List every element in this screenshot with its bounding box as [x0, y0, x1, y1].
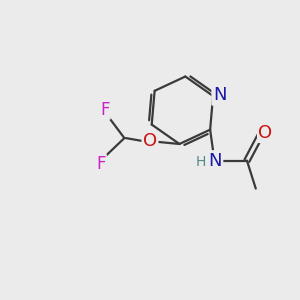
Text: N: N — [208, 152, 222, 169]
Text: O: O — [143, 132, 157, 150]
Text: H: H — [195, 155, 206, 169]
Text: O: O — [258, 124, 272, 142]
Text: F: F — [100, 100, 110, 118]
Text: F: F — [96, 155, 106, 173]
Text: N: N — [213, 86, 226, 104]
